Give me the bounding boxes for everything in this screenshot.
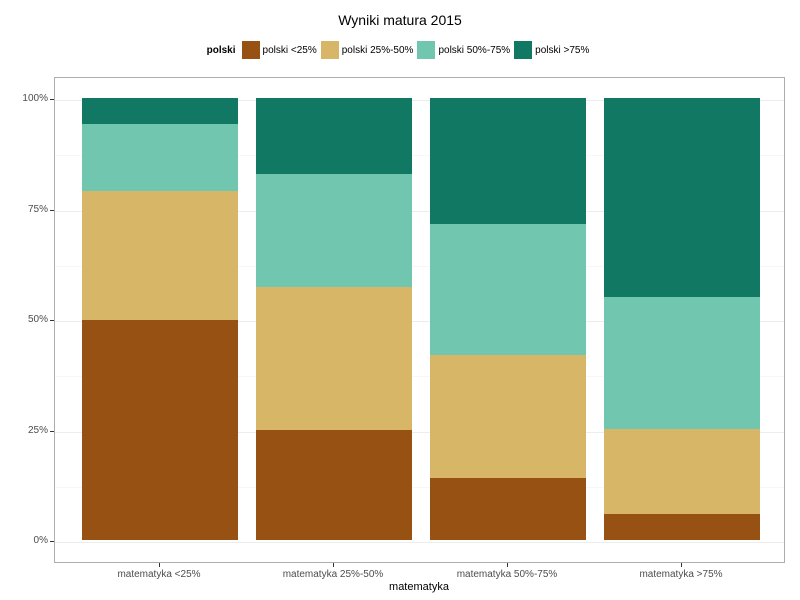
y-tick-mark bbox=[50, 541, 54, 542]
y-axis-tick-label: 0% bbox=[33, 535, 48, 546]
gridline-major bbox=[55, 321, 784, 322]
y-tick-mark bbox=[50, 430, 54, 432]
gridline-minor bbox=[55, 486, 784, 488]
bar-segment bbox=[256, 429, 412, 540]
legend-label: polski <25% bbox=[262, 44, 317, 56]
bar-segment bbox=[82, 319, 238, 540]
legend-swatch-icon bbox=[417, 41, 436, 59]
legend-item: polski 50%-75% bbox=[417, 41, 510, 59]
legend-swatch-icon bbox=[241, 41, 260, 59]
legend: polski polski <25% polski 25%-50% polski 5… bbox=[0, 41, 800, 59]
legend-swatch-icon bbox=[320, 41, 339, 59]
x-tick-mark bbox=[159, 563, 160, 567]
bar-segment bbox=[604, 98, 760, 297]
bar-segment bbox=[430, 478, 586, 540]
legend-item: polski <25% bbox=[241, 41, 317, 59]
bar-segment bbox=[82, 98, 238, 125]
bar-segment bbox=[256, 174, 412, 288]
legend-item: polski >75% bbox=[514, 41, 589, 59]
x-axis-tick-label: matematyka 25%-50% bbox=[282, 569, 384, 580]
bar-2 bbox=[256, 98, 412, 540]
x-tick-mark bbox=[507, 563, 508, 567]
legend-items: polski <25% polski 25%-50% polski 50%-75% p… bbox=[241, 41, 594, 59]
bar-segment bbox=[604, 429, 760, 514]
gridline-minor bbox=[55, 155, 784, 157]
y-tick-mark bbox=[50, 99, 54, 100]
gridline-minor bbox=[55, 376, 784, 378]
y-axis-tick-label: 75% bbox=[27, 203, 48, 215]
y-axis-tick-label: 50% bbox=[27, 314, 48, 325]
plot-panel bbox=[54, 77, 785, 563]
x-tick-mark bbox=[333, 563, 334, 567]
x-axis-title: matematyka bbox=[389, 581, 449, 593]
y-axis-tick-label: 25% bbox=[27, 424, 48, 436]
bar-segment bbox=[256, 287, 412, 430]
legend-item: polski 25%-50% bbox=[320, 41, 414, 59]
bar-segment bbox=[604, 296, 760, 430]
bar-4 bbox=[604, 98, 760, 540]
x-axis-tick-label: matematyka <25% bbox=[117, 569, 201, 580]
gridline-minor bbox=[55, 265, 784, 267]
x-axis-tick-label: matematyka 50%-75% bbox=[456, 569, 558, 580]
bar-segment bbox=[430, 223, 586, 355]
y-tick-mark bbox=[50, 209, 54, 211]
bar-1 bbox=[82, 98, 238, 540]
bar-segment bbox=[256, 98, 412, 175]
x-axis-tick-label: matematyka >75% bbox=[639, 569, 723, 580]
legend-label: polski 50%-75% bbox=[438, 44, 511, 56]
legend-swatch-icon bbox=[514, 41, 533, 59]
legend-label: polski >75% bbox=[535, 44, 590, 56]
y-axis-tick-label: 100% bbox=[22, 93, 48, 104]
gridline-major bbox=[55, 210, 784, 212]
bar-segment bbox=[430, 354, 586, 479]
y-tick-mark bbox=[50, 320, 54, 321]
bar-segment bbox=[604, 513, 760, 540]
legend-title: polski bbox=[206, 44, 236, 56]
plot-title: Wyniki matura 2015 bbox=[338, 12, 462, 28]
bar-segment bbox=[82, 124, 238, 191]
legend-label: polski 25%-50% bbox=[341, 44, 414, 56]
bar-segment bbox=[430, 98, 586, 224]
gridline-major bbox=[55, 542, 784, 543]
gridline-major bbox=[55, 100, 784, 101]
gridline-major bbox=[55, 431, 784, 433]
x-tick-mark bbox=[681, 563, 682, 567]
bar-segment bbox=[82, 190, 238, 320]
bar-3 bbox=[430, 98, 586, 540]
